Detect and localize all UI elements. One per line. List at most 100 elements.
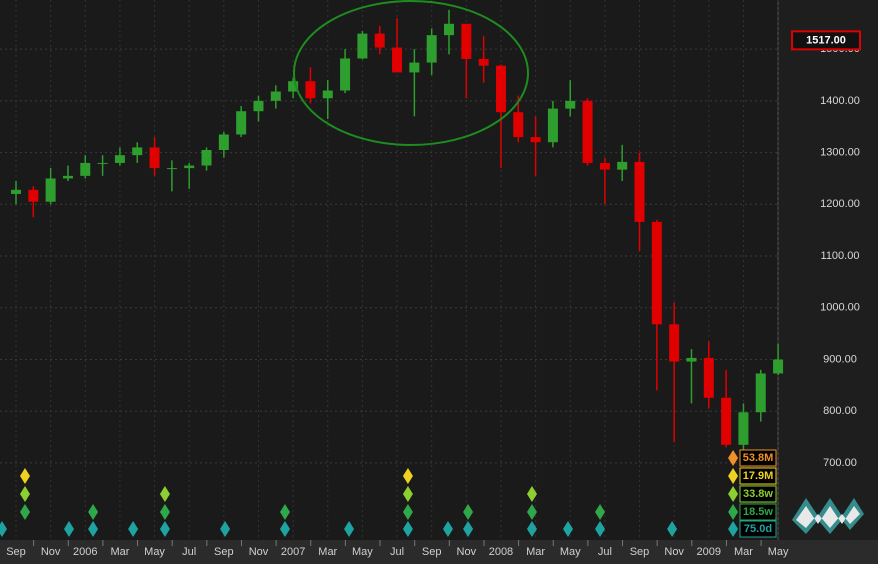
cycle-signal bbox=[562, 521, 573, 537]
candle-body bbox=[513, 112, 524, 138]
candle-body bbox=[305, 81, 316, 99]
x-tick-label: May bbox=[560, 546, 581, 558]
cycle-signal bbox=[88, 521, 99, 537]
cycle-signal bbox=[88, 504, 99, 520]
candle-body bbox=[374, 33, 385, 48]
candle-body bbox=[184, 165, 195, 169]
candle-body bbox=[773, 359, 784, 374]
cycle-signal bbox=[344, 521, 355, 537]
candle-body bbox=[444, 23, 454, 36]
cycle-signal bbox=[402, 521, 413, 537]
cycle-label-box bbox=[739, 485, 777, 503]
annotation-ellipse bbox=[293, 0, 529, 146]
marks bbox=[11, 9, 784, 456]
candle-body bbox=[236, 111, 247, 135]
candle-body bbox=[409, 62, 420, 73]
x-tick-label: Sep bbox=[422, 546, 442, 558]
cycle-signal bbox=[159, 521, 170, 537]
candle-body bbox=[28, 189, 39, 202]
candle-body bbox=[357, 33, 368, 59]
candle-body bbox=[686, 357, 697, 362]
x-tick-label: Jul bbox=[182, 546, 196, 558]
cycle-signal bbox=[667, 521, 678, 537]
plot-background bbox=[0, 0, 778, 540]
cycle-label: 33.8w bbox=[743, 488, 773, 500]
x-tick-label: Sep bbox=[6, 546, 26, 558]
cycle-signal bbox=[728, 486, 739, 502]
cycle-label-box bbox=[739, 520, 777, 538]
logo bbox=[792, 498, 864, 534]
y-tick-label: 1400.00 bbox=[820, 95, 860, 107]
candle-body bbox=[97, 162, 108, 164]
candle-body bbox=[11, 189, 21, 194]
x-tick-label: May bbox=[144, 546, 165, 558]
cycle-signal bbox=[0, 521, 7, 537]
cycle-signal bbox=[402, 468, 413, 484]
x-tick-label: Nov bbox=[664, 546, 684, 558]
candle-body bbox=[461, 23, 472, 59]
price-marker-label: 1517.00 bbox=[806, 34, 846, 46]
candle-body bbox=[270, 91, 281, 101]
y-tick-label: 1300.00 bbox=[820, 146, 860, 158]
y-tick-label: 1100.00 bbox=[821, 250, 860, 262]
candle-body bbox=[426, 35, 437, 63]
x-tick-label: Jul bbox=[598, 546, 612, 558]
grid bbox=[0, 0, 779, 540]
cycle-label: 17.9M bbox=[743, 470, 774, 482]
cycle-signal bbox=[728, 521, 739, 537]
x-tick-label: Nov bbox=[41, 546, 61, 558]
candle-body bbox=[478, 58, 489, 66]
candle-body bbox=[703, 357, 714, 398]
cycle-signal bbox=[279, 504, 290, 520]
candle-body bbox=[62, 175, 73, 179]
x-tick-label: 2006 bbox=[73, 546, 97, 558]
candle-body bbox=[617, 161, 628, 170]
y-tick-label: 900.00 bbox=[823, 353, 857, 365]
candle-body bbox=[114, 155, 125, 163]
candle-body bbox=[738, 412, 749, 445]
candle-body bbox=[201, 150, 212, 166]
candle-body bbox=[288, 81, 299, 92]
candle-body bbox=[149, 147, 160, 169]
cycle-signal bbox=[128, 521, 139, 537]
candle-body bbox=[582, 100, 593, 163]
cycle-signal bbox=[20, 468, 31, 484]
y-tick-label: 1200.00 bbox=[820, 198, 860, 210]
cycle-signal bbox=[402, 486, 413, 502]
x-tick-label: Mar bbox=[318, 546, 337, 558]
x-tick-label: Sep bbox=[214, 546, 234, 558]
candle-body bbox=[253, 100, 264, 112]
x-tick-label: 2008 bbox=[489, 546, 513, 558]
y-tick-label: 1000.00 bbox=[820, 302, 860, 314]
candle-body bbox=[755, 373, 766, 413]
x-tick-label: Nov bbox=[457, 546, 477, 558]
price-marker-box bbox=[791, 30, 861, 51]
cycle-signal bbox=[442, 521, 453, 537]
cycle-signal bbox=[159, 486, 170, 502]
cycle-signal bbox=[463, 504, 474, 520]
x-tick-label: Mar bbox=[110, 546, 129, 558]
candle-body bbox=[45, 178, 56, 202]
cycle-label-box bbox=[739, 467, 777, 485]
cycle-signal bbox=[402, 504, 413, 520]
candle-body bbox=[392, 47, 403, 73]
candle-body bbox=[340, 58, 351, 91]
cycle-signal bbox=[159, 504, 170, 520]
cycle-label-box bbox=[739, 503, 777, 521]
candle-body bbox=[218, 134, 229, 150]
x-tick-label: Sep bbox=[630, 546, 650, 558]
cycle-signal bbox=[63, 521, 74, 537]
x-tick-label: Mar bbox=[734, 546, 753, 558]
x-axis-background bbox=[0, 540, 878, 564]
cycle-label: 18.5w bbox=[743, 506, 773, 518]
x-tick-label: May bbox=[768, 546, 789, 558]
cycle-signal bbox=[728, 468, 739, 484]
candle-body bbox=[132, 147, 143, 156]
candle-body bbox=[322, 90, 333, 99]
cycle-label: 53.8M bbox=[743, 452, 774, 464]
cycle-signal bbox=[20, 486, 31, 502]
y-tick-label: 800.00 bbox=[823, 405, 857, 417]
cycle-signal bbox=[728, 504, 739, 520]
candle-body bbox=[565, 100, 576, 109]
